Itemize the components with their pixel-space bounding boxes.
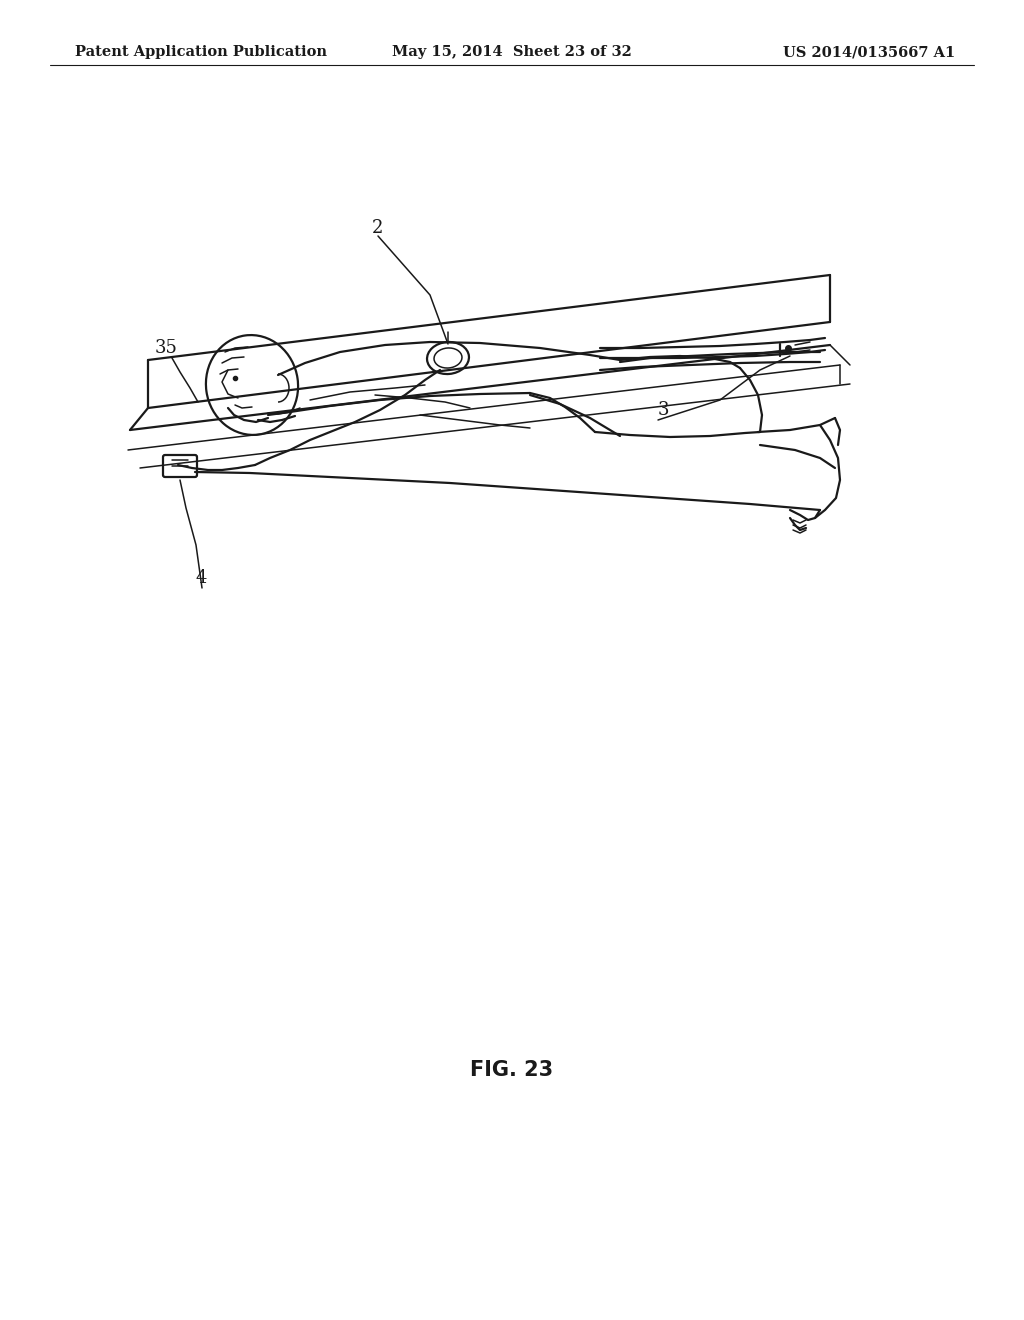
Text: Patent Application Publication: Patent Application Publication bbox=[75, 45, 327, 59]
Text: 3: 3 bbox=[658, 401, 670, 418]
Text: FIG. 23: FIG. 23 bbox=[470, 1060, 554, 1080]
Text: 2: 2 bbox=[372, 219, 383, 238]
FancyBboxPatch shape bbox=[163, 455, 197, 477]
Text: 4: 4 bbox=[195, 569, 207, 587]
Text: US 2014/0135667 A1: US 2014/0135667 A1 bbox=[782, 45, 955, 59]
Text: May 15, 2014  Sheet 23 of 32: May 15, 2014 Sheet 23 of 32 bbox=[392, 45, 632, 59]
Text: 35: 35 bbox=[155, 339, 178, 356]
